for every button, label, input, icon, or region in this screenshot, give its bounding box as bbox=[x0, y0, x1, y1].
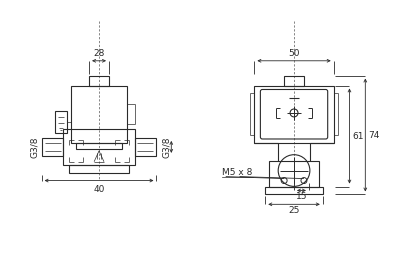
Bar bbox=[76, 143, 122, 149]
Text: 25: 25 bbox=[288, 206, 300, 215]
Text: 74: 74 bbox=[368, 131, 380, 139]
Bar bbox=[254, 86, 334, 143]
Bar bbox=[56, 111, 67, 133]
Text: 61: 61 bbox=[352, 131, 364, 141]
Bar bbox=[69, 165, 129, 173]
Bar bbox=[63, 129, 135, 165]
Bar bbox=[284, 76, 304, 86]
Text: 50: 50 bbox=[288, 49, 300, 58]
Text: M5 x 8: M5 x 8 bbox=[222, 168, 252, 177]
Bar bbox=[89, 76, 109, 86]
Bar bbox=[42, 138, 63, 156]
Bar bbox=[71, 86, 127, 143]
Bar bbox=[269, 161, 319, 186]
Text: G3/8: G3/8 bbox=[162, 136, 171, 158]
Bar bbox=[135, 138, 156, 156]
Text: G3/8: G3/8 bbox=[30, 136, 39, 158]
Text: 28: 28 bbox=[93, 49, 105, 58]
Text: 40: 40 bbox=[93, 185, 105, 194]
Bar bbox=[265, 186, 323, 194]
Text: 15: 15 bbox=[296, 192, 307, 202]
